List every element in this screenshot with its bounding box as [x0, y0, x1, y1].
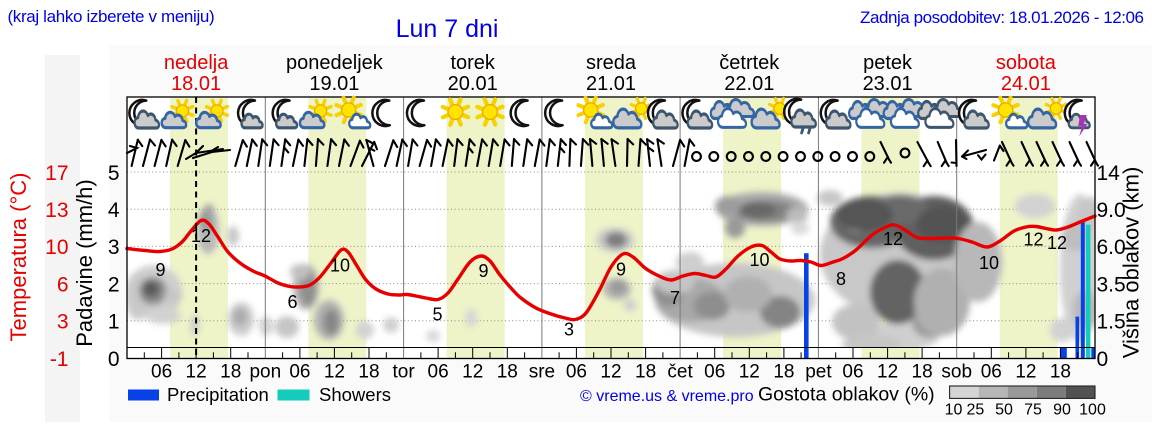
svg-text:23.01: 23.01: [863, 73, 913, 95]
svg-text:18: 18: [635, 361, 656, 382]
svg-text:12: 12: [1015, 361, 1036, 382]
svg-text:četrtek: četrtek: [719, 52, 780, 74]
svg-text:06: 06: [151, 361, 172, 382]
svg-text:9: 9: [478, 261, 488, 281]
svg-text:18: 18: [358, 361, 379, 382]
svg-text:18: 18: [773, 361, 794, 382]
svg-text:10: 10: [749, 250, 769, 270]
svg-text:6: 6: [57, 273, 69, 296]
svg-text:8: 8: [836, 269, 846, 289]
svg-text:ponedeljek: ponedeljek: [286, 52, 384, 74]
svg-text:18: 18: [1050, 361, 1071, 382]
svg-text:18: 18: [220, 361, 241, 382]
svg-text:06: 06: [981, 361, 1002, 382]
svg-text:14: 14: [1097, 162, 1121, 185]
svg-text:5: 5: [432, 305, 442, 325]
svg-text:06: 06: [704, 361, 725, 382]
svg-text:18: 18: [497, 361, 518, 382]
svg-text:3: 3: [564, 320, 574, 340]
svg-text:pon: pon: [249, 361, 281, 382]
svg-text:12: 12: [877, 361, 898, 382]
svg-text:19.01: 19.01: [309, 73, 359, 95]
svg-text:50: 50: [995, 402, 1013, 419]
svg-text:24.01: 24.01: [1001, 73, 1051, 95]
svg-text:Višina oblakov (km): Višina oblakov (km): [1119, 167, 1144, 359]
svg-text:sre: sre: [529, 361, 555, 382]
svg-text:25: 25: [967, 402, 985, 419]
svg-text:17: 17: [45, 162, 68, 185]
svg-text:18: 18: [912, 361, 933, 382]
svg-text:13: 13: [45, 199, 68, 222]
svg-text:10: 10: [45, 236, 68, 259]
svg-text:6.0: 6.0: [1097, 236, 1126, 259]
svg-text:0: 0: [1097, 348, 1109, 371]
svg-text:6: 6: [287, 292, 297, 312]
svg-text:2: 2: [108, 273, 120, 296]
svg-text:Precipitation: Precipitation: [167, 384, 269, 405]
svg-text:18.01: 18.01: [171, 73, 221, 95]
svg-text:22.01: 22.01: [724, 73, 774, 95]
svg-text:21.01: 21.01: [586, 73, 636, 95]
svg-text:5: 5: [108, 162, 120, 185]
svg-text:9: 9: [155, 260, 165, 280]
svg-text:06: 06: [289, 361, 310, 382]
svg-text:12: 12: [600, 361, 621, 382]
svg-text:3: 3: [108, 236, 120, 259]
svg-text:06: 06: [566, 361, 587, 382]
svg-text:06: 06: [428, 361, 449, 382]
svg-text:3: 3: [57, 311, 69, 334]
svg-text:12: 12: [1023, 230, 1043, 250]
svg-text:10: 10: [979, 253, 999, 273]
svg-text:9.0: 9.0: [1097, 199, 1126, 222]
svg-text:Gostota oblakov (%): Gostota oblakov (%): [758, 384, 935, 406]
svg-text:Lun 7 dni: Lun 7 dni: [396, 15, 499, 43]
svg-text:75: 75: [1024, 402, 1042, 419]
svg-text:sreda: sreda: [586, 52, 637, 74]
svg-text:90: 90: [1053, 402, 1071, 419]
svg-text:06: 06: [842, 361, 863, 382]
svg-text:sob: sob: [941, 361, 972, 382]
svg-text:10: 10: [330, 256, 350, 276]
svg-text:Padavine (mm/h): Padavine (mm/h): [72, 179, 97, 347]
svg-text:12: 12: [186, 361, 207, 382]
svg-text:0: 0: [108, 348, 120, 371]
svg-text:12: 12: [1047, 233, 1067, 253]
svg-text:12: 12: [739, 361, 760, 382]
svg-text:20.01: 20.01: [448, 73, 498, 95]
svg-text:9: 9: [616, 260, 626, 280]
svg-text:petek: petek: [863, 52, 913, 74]
svg-text:sobota: sobota: [996, 52, 1057, 74]
svg-text:Zadnja posodobitev: 18.01.2026: Zadnja posodobitev: 18.01.2026 - 12:06: [860, 8, 1143, 27]
svg-text:Temperatura (°C): Temperatura (°C): [6, 173, 31, 342]
svg-text:čet: čet: [667, 361, 693, 382]
svg-text:-1: -1: [50, 348, 69, 371]
svg-text:1.5: 1.5: [1097, 311, 1126, 334]
svg-text:tor: tor: [393, 361, 416, 382]
svg-text:3.5: 3.5: [1097, 273, 1126, 296]
svg-text:(kraj lahko izberete v meniju): (kraj lahko izberete v meniju): [8, 7, 215, 26]
svg-text:12: 12: [883, 229, 903, 249]
svg-text:pet: pet: [805, 361, 832, 382]
svg-text:nedelja: nedelja: [164, 52, 229, 74]
svg-text:12: 12: [462, 361, 483, 382]
svg-text:Showers: Showers: [319, 384, 391, 405]
svg-text:10: 10: [945, 402, 963, 419]
svg-text:100: 100: [1079, 402, 1106, 419]
svg-text:1: 1: [108, 311, 120, 334]
svg-text:© vreme.us & vreme.pro: © vreme.us & vreme.pro: [580, 388, 754, 405]
svg-text:4: 4: [108, 199, 120, 222]
svg-text:torek: torek: [450, 52, 495, 74]
svg-text:12: 12: [324, 361, 345, 382]
svg-text:12: 12: [191, 226, 211, 246]
svg-text:7: 7: [670, 288, 680, 308]
